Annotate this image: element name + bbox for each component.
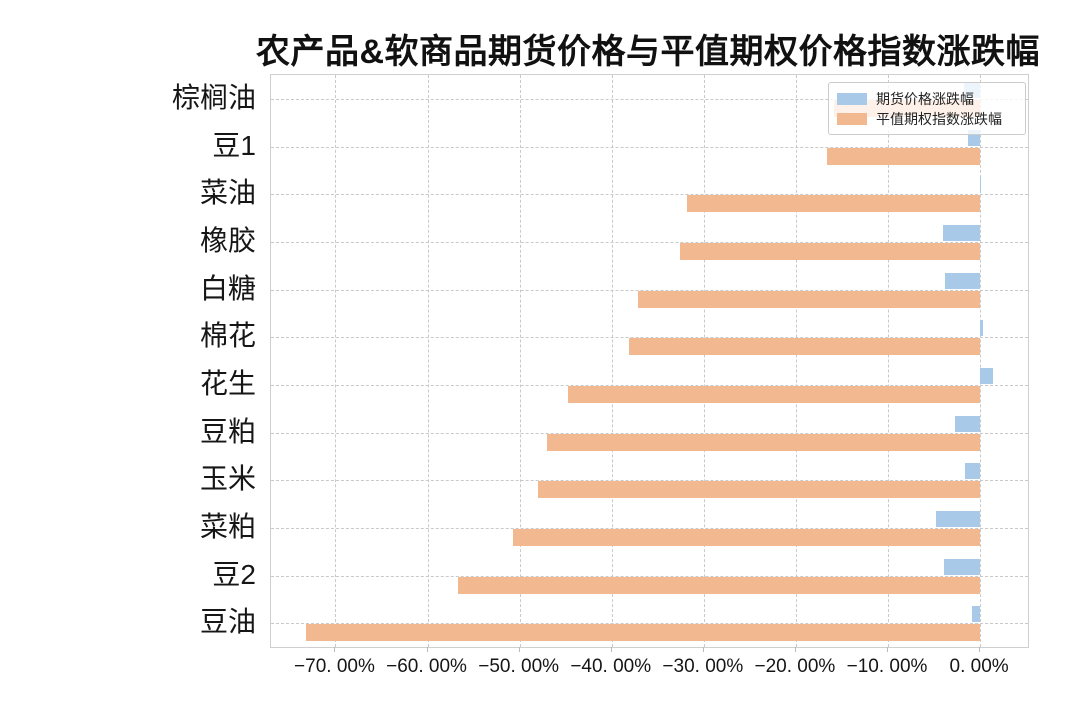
y-gridline	[271, 98, 1028, 100]
x-tick-label: −70. 00%	[294, 656, 375, 677]
x-tick-mark	[794, 647, 796, 652]
bar-options	[679, 242, 981, 260]
x-tick-label: −60. 00%	[386, 656, 467, 677]
x-gridline	[980, 75, 982, 647]
x-tick-mark	[979, 647, 981, 652]
bar-futures	[965, 463, 981, 480]
x-tick-label: 0. 00%	[949, 656, 1009, 677]
bar-futures	[935, 510, 981, 527]
bar-futures	[980, 320, 984, 337]
bar-options	[629, 338, 981, 356]
x-tick-mark	[426, 647, 428, 652]
bar-futures	[971, 606, 981, 623]
bar-options	[547, 433, 981, 451]
legend-swatch-futures	[837, 92, 867, 105]
y-gridline	[271, 623, 1028, 625]
y-gridline	[271, 289, 1028, 291]
bar-options	[457, 576, 981, 594]
bar-options	[305, 624, 981, 642]
y-tick-label: 棉花	[199, 320, 256, 352]
y-tick-label: 玉米	[199, 463, 256, 495]
x-gridline	[795, 75, 797, 647]
y-tick-label: 菜粕	[199, 510, 256, 542]
legend-item: 平值期权指数涨跌幅	[837, 109, 1017, 128]
x-tick-label: −30. 00%	[662, 656, 744, 677]
x-gridline	[335, 75, 337, 647]
legend-item: 期货价格涨跌幅	[837, 89, 1017, 108]
y-tick-label: 白糖	[199, 272, 256, 304]
y-tick-label: 豆1	[212, 129, 256, 161]
x-gridline	[703, 75, 705, 647]
y-gridline	[271, 337, 1028, 339]
legend-item-label: 期货价格涨跌幅	[876, 90, 974, 107]
y-gridline	[271, 527, 1028, 529]
y-tick-label: 棕榈油	[171, 81, 256, 113]
bar-futures	[943, 224, 981, 241]
legend-item-label: 平值期权指数涨跌幅	[876, 110, 1002, 127]
legend: 期货价格涨跌幅平值期权指数涨跌幅	[828, 82, 1026, 135]
x-tick-mark	[887, 647, 889, 652]
y-gridline	[271, 480, 1028, 482]
x-gridline	[519, 75, 521, 647]
x-gridline	[888, 75, 890, 647]
x-tick-mark	[334, 647, 336, 652]
x-tick-label: −10. 00%	[846, 656, 928, 677]
bar-options	[513, 528, 981, 546]
y-gridline	[271, 384, 1028, 386]
x-tick-mark	[702, 647, 704, 652]
bar-options	[568, 385, 981, 403]
x-gridline	[611, 75, 613, 647]
x-tick-label: −20. 00%	[754, 656, 836, 677]
y-tick-label: 豆粕	[199, 415, 256, 447]
plot-area	[270, 74, 1029, 648]
y-gridline	[271, 575, 1028, 577]
x-tick-label: −40. 00%	[570, 656, 652, 677]
y-gridline	[271, 241, 1028, 243]
x-tick-mark	[610, 647, 612, 652]
bar-options	[687, 195, 981, 213]
y-tick-label: 豆2	[212, 558, 256, 590]
chart-title: 农产品&软商品期货价格与平值期权价格指数涨跌幅	[255, 33, 1041, 71]
y-tick-label: 菜油	[199, 177, 256, 209]
bar-futures	[968, 129, 981, 146]
x-gridline	[427, 75, 429, 647]
bar-futures	[979, 177, 981, 194]
y-tick-label: 花生	[199, 367, 256, 399]
x-tick-mark	[518, 647, 520, 652]
bar-futures	[980, 367, 993, 384]
y-gridline	[271, 194, 1028, 196]
bar-futures	[945, 272, 981, 289]
bar-options	[638, 290, 981, 308]
y-tick-label: 橡胶	[199, 224, 256, 256]
bar-futures	[944, 558, 981, 575]
y-tick-label: 豆油	[199, 606, 256, 638]
bar-futures	[955, 415, 981, 432]
y-gridline	[271, 432, 1028, 434]
x-tick-label: −50. 00%	[478, 656, 560, 677]
legend-swatch-options	[837, 112, 867, 125]
y-gridline	[271, 146, 1028, 148]
bar-options	[827, 147, 981, 165]
bar-options	[538, 481, 981, 499]
